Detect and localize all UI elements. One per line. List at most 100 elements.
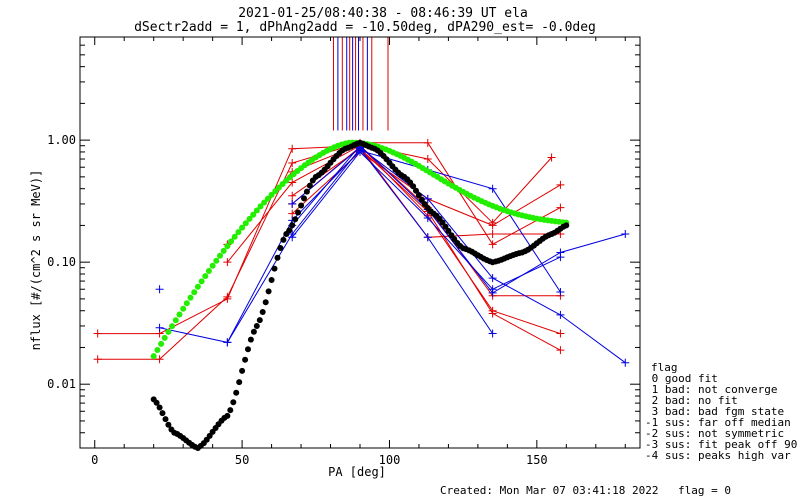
- flag-status: flag = 0: [678, 484, 731, 497]
- black-fit-dot: [256, 317, 263, 324]
- black-fit-dot: [159, 410, 166, 417]
- x-tick-label: 150: [526, 453, 548, 467]
- green-fit-dot: [217, 252, 223, 259]
- legend-item: 3 bad: bad fgm state: [645, 405, 784, 418]
- legend-item: 2 bad: no fit: [645, 394, 738, 407]
- black-fit-dot: [445, 227, 452, 234]
- black-fit-dot: [156, 404, 163, 411]
- red-point: [488, 221, 497, 230]
- black-fit-dot: [303, 188, 310, 195]
- black-fit-dot: [301, 195, 307, 202]
- black-fit-dot: [227, 407, 234, 414]
- y-axis-label: nflux [#/(cm^2 s sr MeV)]: [29, 170, 43, 351]
- legend-item: 1 bad: not converge: [645, 383, 777, 396]
- black-fit-dot: [271, 265, 278, 272]
- black-fit-dot: [250, 328, 257, 335]
- red-point: [556, 203, 565, 212]
- black-fit-dot: [295, 209, 302, 216]
- blue-point: [488, 329, 497, 338]
- black-fit-dot: [277, 245, 284, 251]
- blue-point: [423, 214, 432, 223]
- red-point: [488, 240, 497, 249]
- black-fit-dot: [165, 421, 172, 428]
- red-point: [488, 230, 497, 239]
- red-point: [288, 191, 297, 200]
- black-fit-dot: [153, 399, 160, 406]
- red-point: [288, 209, 297, 218]
- green-fit-dot: [261, 199, 268, 206]
- legend-item: -1 sus: far off median: [645, 416, 791, 429]
- blue-point: [488, 184, 497, 193]
- green-fit-dot: [268, 191, 275, 198]
- black-fit-dot: [306, 182, 313, 189]
- legend-item: -2 sus: not symmetric: [645, 427, 784, 440]
- chart-title-line1: 2021-01-25/08:40:38 - 08:46:39 UT ela: [238, 6, 528, 21]
- created-timestamp: Created: Mon Mar 07 03:41:18 2022: [440, 484, 659, 497]
- green-fit-dot: [205, 268, 212, 274]
- red-point: [488, 309, 497, 318]
- green-fit-dot: [257, 203, 264, 210]
- black-fit-dot: [239, 367, 246, 374]
- x-axis-label: PA [deg]: [328, 465, 386, 479]
- blue-point: [155, 323, 164, 332]
- red-point: [556, 180, 565, 189]
- green-fit-dot: [202, 273, 209, 280]
- red-series-line-2: [97, 142, 561, 360]
- black-fit-dot: [289, 222, 296, 229]
- blue-point: [488, 274, 497, 283]
- red-point: [556, 346, 565, 355]
- x-tick-label: 100: [379, 453, 401, 467]
- green-fit-dot: [220, 247, 227, 254]
- green-fit-dot: [264, 195, 271, 202]
- red-point: [93, 355, 102, 364]
- green-fit-dot: [194, 283, 201, 290]
- blue-point: [621, 358, 630, 367]
- green-fit-dot: [246, 215, 253, 222]
- black-fit-dot: [286, 227, 293, 234]
- red-point: [288, 178, 297, 187]
- green-fit-dot: [242, 220, 249, 227]
- green-fit-dot: [187, 294, 194, 301]
- red-series-line-4: [227, 145, 561, 297]
- series-layer: [93, 37, 630, 451]
- blue-point: [155, 285, 164, 294]
- legend-item: 0 good fit: [645, 372, 718, 385]
- red-point: [288, 158, 297, 167]
- blue-series-line-4: [291, 146, 626, 364]
- blue-point: [423, 194, 432, 203]
- blue-point: [621, 230, 630, 239]
- green-fit-dot: [161, 334, 168, 341]
- green-fit-dot: [158, 340, 165, 347]
- x-tick-label: 50: [235, 453, 249, 467]
- green-fit-dot: [191, 289, 198, 296]
- blue-point: [223, 338, 232, 347]
- black-fit-dot: [265, 288, 272, 295]
- green-fit-dot: [213, 257, 220, 264]
- plot-frame: [79, 36, 641, 449]
- green-fit-dot: [169, 323, 176, 330]
- red-point: [547, 153, 556, 162]
- black-fit-dot: [274, 254, 281, 261]
- blue-point: [556, 310, 565, 319]
- black-fit-dot: [280, 236, 287, 243]
- black-fit-dot: [230, 399, 237, 406]
- green-fit-dot: [250, 211, 257, 218]
- red-point: [93, 329, 102, 338]
- black-fit-dot: [410, 183, 417, 190]
- green-fit-dot: [198, 278, 205, 285]
- red-point: [423, 155, 432, 164]
- green-fit-dot: [253, 207, 260, 214]
- black-fit-dot: [413, 187, 419, 194]
- green-fit-dot: [228, 238, 235, 245]
- red-point: [155, 355, 164, 364]
- flag-legend: flag 0 good fit 1 bad: not converge 2 ba…: [645, 361, 797, 462]
- red-point: [288, 144, 297, 153]
- legend-item: -3 sus: fit peak off 90: [645, 438, 797, 451]
- black-fit-dot: [247, 336, 254, 343]
- axis-layer: 0 50 100 150 0.01 0.10 1.00: [47, 36, 640, 467]
- blue-point: [488, 285, 497, 294]
- black-fit-dot: [268, 277, 275, 283]
- blue-point: [356, 147, 364, 156]
- y-tick-label: 0.10: [47, 255, 76, 269]
